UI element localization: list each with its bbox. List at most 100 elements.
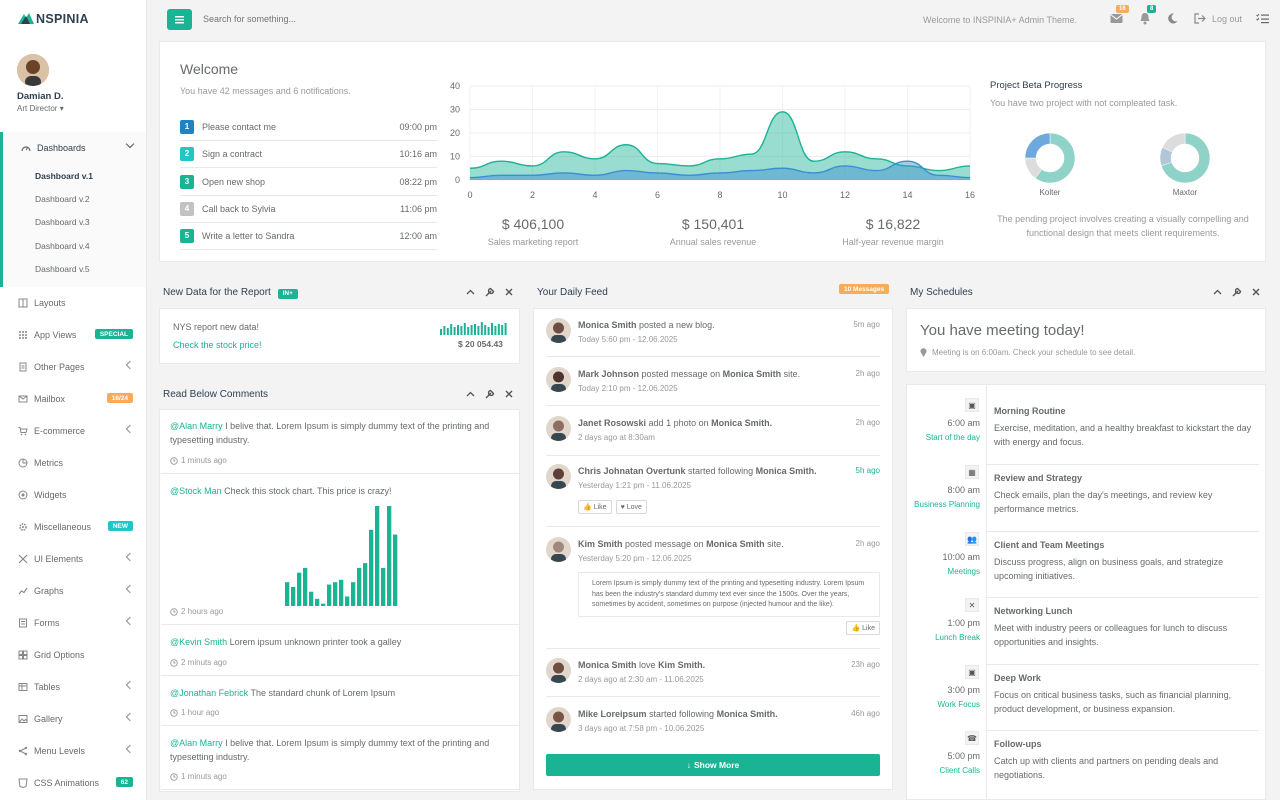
user-role-dropdown[interactable]: Art Director ▾ [17,104,64,113]
close-button[interactable] [1252,288,1260,296]
sidebar-item-css-animations[interactable]: CSS Animations 62 [0,767,146,799]
sidebar-item-gallery[interactable]: Gallery [0,703,146,735]
sidebar-item-forms[interactable]: Forms [0,607,146,639]
sidebar-subitem-dashboard-v5[interactable]: Dashboard v.5 [35,263,90,274]
widgets-icon [18,490,28,500]
avatar[interactable] [546,537,571,562]
comment-user-link[interactable]: @Kevin Smith [170,637,228,647]
sidebar-item-layouts[interactable]: Layouts [0,287,146,319]
user-name[interactable]: Damian D. [17,91,64,102]
y-tick-label: 40 [450,81,460,91]
comment-item: @Kevin Smith Lorem ipsum unknown printer… [161,626,519,676]
avatar[interactable] [546,707,571,732]
config-button[interactable] [485,287,495,297]
sidebar-badge: 62 [115,777,133,787]
avatar[interactable] [546,416,571,441]
schedule-time: 3:00 pm [947,685,980,695]
layout-icon [18,298,28,308]
users-icon: 👥 [965,532,979,546]
sidebar-item-metrics[interactable]: Metrics [0,447,146,479]
love-button[interactable]: ♥ Love [615,500,647,514]
sparkline-bar [477,326,480,335]
sidebar-item-menu-levels[interactable]: Menu Levels [0,735,146,767]
show-more-button[interactable]: ↓ Show More [546,754,880,776]
sidebar-item-miscellaneous[interactable]: Miscellaneous NEW [0,511,146,543]
collapse-button[interactable] [1213,289,1222,295]
todo-item[interactable]: 4 Call back to Sylvia 11:06 pm [180,196,437,223]
mail-button[interactable] [1110,13,1123,24]
feed-target-name[interactable]: Monica Smith [722,369,782,379]
sidebar-item-label: Other Pages [34,362,85,372]
sidebar-subitem-dashboard-v1[interactable]: Dashboard v.1 [35,170,93,181]
sidebar-item-mailbox[interactable]: Mailbox 16/24 [0,383,146,415]
collapse-button[interactable] [466,391,475,397]
sidebar-item-dashboards[interactable]: Dashboards [3,132,146,164]
feed-target-name[interactable]: Monica Smith [706,539,765,549]
chevron-left-icon [125,744,135,754]
comment-user-link[interactable]: @Jonathan Febrick [170,688,249,698]
config-button[interactable] [485,389,495,399]
sidebar-item-label: Grid Options [34,650,85,660]
chevron-left-icon [125,360,135,370]
todo-item[interactable]: 3 Open new shop 08:22 pm [180,169,437,196]
sidebar-item-widgets[interactable]: Widgets [0,479,146,511]
feed-target-name[interactable]: Monica Smith. [716,709,778,719]
sidebar-subitem-dashboard-v3[interactable]: Dashboard v.3 [35,217,90,228]
config-button[interactable] [1232,287,1242,297]
theme-toggle-button[interactable] [1167,13,1178,24]
todo-item[interactable]: 1 Please contact me 09:00 pm [180,114,437,141]
avatar[interactable] [546,318,571,343]
avatar[interactable] [546,367,571,392]
feed-user-name[interactable]: Monica Smith [578,660,637,670]
todo-item[interactable]: 5 Write a letter to Sandra 12:00 am [180,223,437,251]
stock-price-link[interactable]: Check the stock price! [173,340,262,350]
search-input[interactable] [203,14,403,24]
logo[interactable]: NSPINIA [18,12,89,26]
comment-user-link[interactable]: @Alan Marry [170,421,223,431]
sidebar-item-label: Widgets [34,490,67,500]
feed-user-name[interactable]: Monica Smith [578,320,637,330]
close-button[interactable] [505,390,513,398]
feed-target-name[interactable]: Monica Smith. [755,466,817,476]
tasks-button[interactable] [1256,13,1269,24]
feed-timestamp: 2 days ago at 2:30 am - 11.06.2025 [578,675,704,684]
comment-user-link[interactable]: @Stock Man [170,486,222,496]
avatar[interactable] [17,54,49,86]
stat-value: $ 150,401 [681,216,745,232]
like-button[interactable]: 👍 Like [578,500,612,514]
feed-user-name[interactable]: Mike Loreipsum [578,709,647,719]
sidebar-item-app-views[interactable]: App Views SPECIAL [0,319,146,351]
sidebar-item-tables[interactable]: Tables [0,671,146,703]
like-button[interactable]: 👍 Like [846,621,880,635]
donut-slice [1162,132,1186,153]
schedule-time-column: ▣ 6:00 am Start of the day [907,398,987,464]
feed-timestamp: 3 days ago at 7:58 pm - 10.06.2025 [578,724,705,733]
sidebar-item-ui-elements[interactable]: UI Elements [0,543,146,575]
feed-user-name[interactable]: Chris Johnatan Overtunk [578,466,686,476]
sidebar-item-grid-options[interactable]: Grid Options [0,639,146,671]
sidebar-subitem-dashboard-v4[interactable]: Dashboard v.4 [35,240,90,251]
feed-user-name[interactable]: Mark Johnson [578,369,640,379]
sidebar-subitem-dashboard-v2[interactable]: Dashboard v.2 [35,193,90,204]
avatar[interactable] [546,658,571,683]
logout-button[interactable]: Log out [1194,13,1242,24]
feed-user-name[interactable]: Kim Smith [578,539,623,549]
comment-text: @Kevin Smith Lorem ipsum unknown printer… [170,635,510,649]
notifications-button[interactable] [1139,12,1151,25]
avatar[interactable] [546,464,571,489]
feed-target-name[interactable]: Monica Smith. [711,418,773,428]
feed-item: Monica Smith posted a new blog. Today 5:6… [546,318,880,357]
todo-text: Sign a contract [202,149,263,160]
feed-target-name[interactable]: Kim Smith. [658,660,706,670]
comment-body: Check this stock chart. This price is cr… [224,486,392,496]
comment-user-link[interactable]: @Alan Marry [170,738,223,748]
collapse-button[interactable] [466,289,475,295]
todo-item[interactable]: 2 Sign a contract 10:16 am [180,141,437,169]
sidebar-item-e-commerce[interactable]: E-commerce [0,415,146,447]
feed-user-name[interactable]: Janet Rosowski [578,418,647,428]
sidebar-item-other-pages[interactable]: Other Pages [0,351,146,383]
sidebar-item-graphs[interactable]: Graphs [0,575,146,607]
close-button[interactable] [505,288,513,296]
schedule-item: ✕ 1:00 pm Lunch Break Networking Lunch Meet … [935,598,1259,665]
menu-toggle-button[interactable] [167,9,192,30]
